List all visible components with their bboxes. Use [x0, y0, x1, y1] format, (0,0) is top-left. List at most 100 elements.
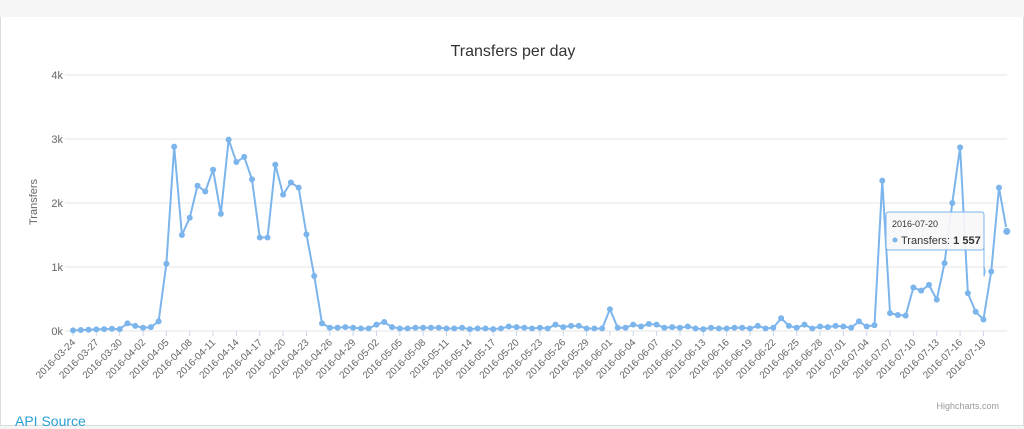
data-point[interactable]	[645, 320, 652, 327]
data-point[interactable]	[490, 326, 497, 333]
data-point[interactable]	[147, 324, 154, 331]
data-point[interactable]	[280, 191, 287, 198]
data-point[interactable]	[381, 319, 388, 326]
data-point[interactable]	[474, 325, 481, 332]
data-point[interactable]	[536, 324, 543, 331]
data-point[interactable]	[754, 322, 761, 329]
data-point[interactable]	[575, 322, 582, 329]
data-point[interactable]	[389, 324, 396, 331]
data-point[interactable]	[466, 326, 473, 333]
data-point[interactable]	[871, 322, 878, 329]
data-point[interactable]	[155, 318, 162, 325]
data-point[interactable]	[497, 325, 504, 332]
data-point[interactable]	[568, 322, 575, 329]
api-source-link[interactable]: API Source	[15, 413, 86, 429]
data-point[interactable]	[925, 281, 932, 288]
data-point[interactable]	[311, 272, 318, 279]
data-point[interactable]	[241, 153, 248, 160]
data-point[interactable]	[817, 323, 824, 330]
data-point[interactable]	[248, 176, 255, 183]
data-point[interactable]	[443, 325, 450, 332]
data-point[interactable]	[93, 326, 100, 333]
data-point[interactable]	[996, 184, 1002, 191]
data-point[interactable]	[171, 143, 178, 150]
data-point[interactable]	[178, 232, 185, 238]
data-point[interactable]	[840, 323, 847, 330]
data-point[interactable]	[342, 324, 349, 331]
data-point[interactable]	[420, 324, 427, 331]
data-point[interactable]	[778, 315, 785, 322]
data-point[interactable]	[529, 325, 536, 332]
data-point[interactable]	[552, 321, 559, 328]
data-point[interactable]	[887, 310, 894, 317]
data-point[interactable]	[731, 324, 738, 331]
data-point[interactable]	[287, 179, 294, 186]
data-point[interactable]	[902, 312, 909, 319]
data-point[interactable]	[334, 324, 341, 331]
data-point[interactable]	[910, 284, 917, 291]
data-point[interactable]	[202, 188, 209, 195]
data-point[interactable]	[793, 324, 800, 331]
data-point[interactable]	[933, 296, 940, 303]
data-point[interactable]	[863, 323, 870, 330]
data-point[interactable]	[373, 321, 380, 328]
data-point[interactable]	[622, 324, 629, 331]
data-point[interactable]	[435, 324, 442, 331]
data-point[interactable]	[404, 325, 411, 332]
data-point[interactable]	[101, 326, 108, 333]
data-point[interactable]	[879, 177, 886, 184]
data-point[interactable]	[988, 268, 995, 275]
data-point[interactable]	[957, 144, 964, 151]
data-point[interactable]	[980, 316, 987, 323]
data-point[interactable]	[163, 260, 170, 267]
data-point[interactable]	[964, 290, 971, 297]
data-point[interactable]	[521, 324, 528, 331]
data-point[interactable]	[918, 287, 925, 294]
data-point[interactable]	[560, 324, 567, 331]
data-point[interactable]	[350, 324, 357, 331]
data-point[interactable]	[319, 320, 326, 327]
data-point[interactable]	[124, 320, 131, 327]
data-point[interactable]	[661, 324, 668, 331]
data-point[interactable]	[264, 234, 271, 241]
data-point[interactable]	[676, 324, 683, 331]
data-point[interactable]	[824, 324, 831, 331]
data-point[interactable]	[412, 324, 419, 331]
data-point[interactable]	[855, 318, 862, 325]
data-point[interactable]	[140, 324, 147, 331]
data-point[interactable]	[427, 324, 434, 331]
data-point[interactable]	[108, 325, 115, 332]
data-point[interactable]	[272, 161, 279, 168]
series-points[interactable]	[70, 136, 1012, 334]
data-point[interactable]	[848, 324, 855, 331]
data-point[interactable]	[894, 312, 901, 318]
data-point[interactable]	[809, 325, 816, 332]
data-point[interactable]	[684, 323, 691, 330]
data-point[interactable]	[326, 324, 333, 331]
data-point[interactable]	[583, 325, 590, 332]
data-point[interactable]	[941, 260, 948, 267]
data-point[interactable]	[715, 325, 722, 332]
highcharts-credits[interactable]: Highcharts.com	[936, 401, 999, 411]
data-point[interactable]	[303, 231, 310, 238]
data-point[interactable]	[723, 325, 730, 332]
data-point[interactable]	[801, 321, 808, 328]
data-point[interactable]	[256, 234, 263, 241]
data-point[interactable]	[116, 326, 123, 333]
data-point[interactable]	[1002, 226, 1012, 236]
data-point[interactable]	[669, 324, 676, 331]
data-point[interactable]	[505, 323, 512, 330]
data-point[interactable]	[85, 326, 92, 333]
data-point[interactable]	[591, 325, 598, 332]
data-point[interactable]	[70, 327, 76, 334]
data-point[interactable]	[482, 325, 489, 332]
data-point[interactable]	[700, 326, 707, 333]
data-point[interactable]	[132, 322, 139, 329]
data-point[interactable]	[630, 321, 637, 328]
data-point[interactable]	[599, 325, 606, 332]
data-point[interactable]	[233, 159, 240, 166]
data-point[interactable]	[513, 324, 520, 331]
data-point[interactable]	[653, 321, 660, 328]
data-point[interactable]	[785, 322, 792, 329]
data-point[interactable]	[225, 136, 232, 143]
